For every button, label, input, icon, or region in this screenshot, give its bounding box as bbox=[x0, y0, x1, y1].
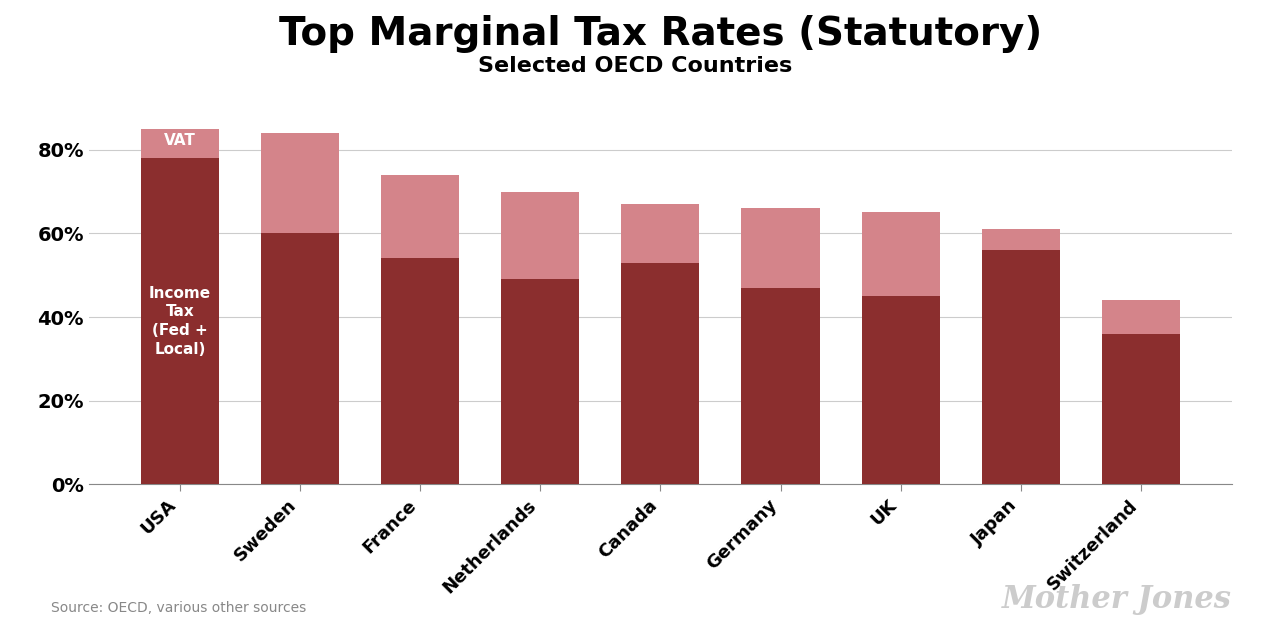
Bar bbox=[260, 133, 339, 233]
Text: Income
Tax
(Fed +
Local): Income Tax (Fed + Local) bbox=[149, 286, 211, 356]
Bar bbox=[381, 175, 460, 258]
Bar bbox=[982, 229, 1060, 250]
Bar bbox=[621, 263, 700, 484]
Bar bbox=[982, 250, 1060, 484]
Bar bbox=[502, 279, 579, 484]
Bar bbox=[861, 212, 940, 296]
Bar bbox=[502, 191, 579, 279]
Bar bbox=[141, 129, 218, 158]
Text: Mother Jones: Mother Jones bbox=[1002, 584, 1232, 615]
Text: Selected OECD Countries: Selected OECD Countries bbox=[478, 56, 792, 76]
Text: VAT: VAT bbox=[164, 133, 196, 148]
Bar bbox=[141, 158, 218, 484]
Bar bbox=[381, 258, 460, 484]
Title: Top Marginal Tax Rates (Statutory): Top Marginal Tax Rates (Statutory) bbox=[279, 16, 1041, 53]
Bar bbox=[621, 204, 700, 263]
Bar bbox=[861, 296, 940, 484]
Bar bbox=[1102, 301, 1180, 333]
Bar bbox=[742, 208, 819, 288]
Bar bbox=[1102, 333, 1180, 484]
Bar bbox=[260, 233, 339, 484]
Text: Source: OECD, various other sources: Source: OECD, various other sources bbox=[51, 601, 306, 615]
Bar bbox=[742, 288, 819, 484]
